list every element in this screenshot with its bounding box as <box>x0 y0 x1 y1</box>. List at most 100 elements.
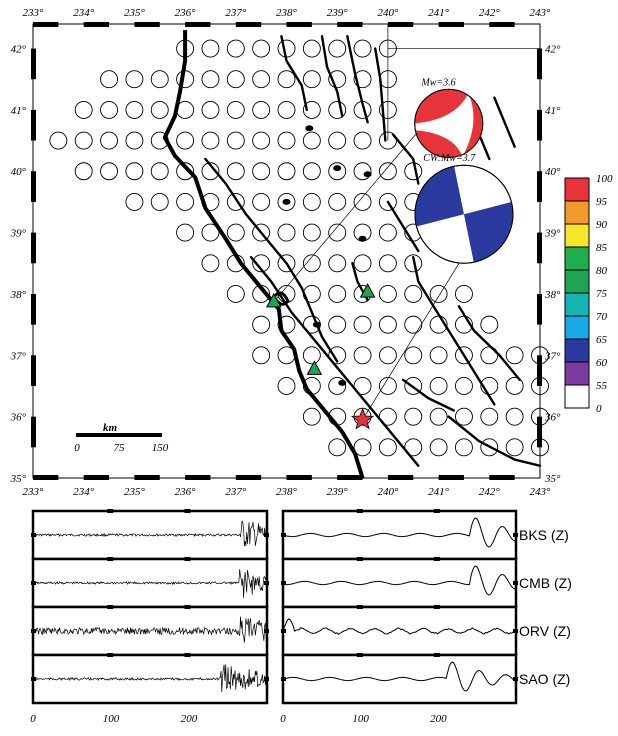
grid-point[interactable] <box>252 284 271 303</box>
grid-point[interactable] <box>150 100 169 119</box>
grid-point[interactable] <box>302 315 321 334</box>
grid-point[interactable] <box>74 100 93 119</box>
grid-point[interactable] <box>353 39 372 58</box>
grid-point[interactable] <box>302 407 321 426</box>
grid-point[interactable] <box>302 131 321 150</box>
grid-point[interactable] <box>226 100 245 119</box>
grid-point[interactable] <box>226 254 245 273</box>
grid-point[interactable] <box>328 407 347 426</box>
grid-point[interactable] <box>252 131 271 150</box>
grid-point[interactable] <box>455 407 473 426</box>
grid-point[interactable] <box>302 223 321 242</box>
grid-point[interactable] <box>49 131 68 150</box>
grid-point[interactable] <box>480 438 499 457</box>
grid-point[interactable] <box>353 70 372 89</box>
grid-point[interactable] <box>328 315 347 334</box>
grid-point[interactable] <box>378 438 397 457</box>
grid-point[interactable] <box>429 346 448 365</box>
grid-point[interactable] <box>150 162 169 181</box>
grid-point[interactable] <box>353 162 372 181</box>
grid-point[interactable] <box>328 438 347 457</box>
grid-point[interactable] <box>277 162 296 181</box>
grid-point[interactable] <box>328 192 347 211</box>
grid-point[interactable] <box>353 100 372 119</box>
grid-point[interactable] <box>480 407 499 426</box>
grid-point[interactable] <box>252 346 271 365</box>
grid-point[interactable] <box>125 192 144 211</box>
grid-point[interactable] <box>125 70 144 89</box>
grid-point[interactable] <box>328 284 347 303</box>
grid-point[interactable] <box>378 315 397 334</box>
grid-point[interactable] <box>226 39 245 58</box>
grid-point[interactable] <box>404 438 423 457</box>
grid-point[interactable] <box>201 70 220 89</box>
grid-point[interactable] <box>150 70 169 89</box>
grid-point[interactable] <box>176 100 195 119</box>
station-sao[interactable] <box>306 360 323 375</box>
focal-mechanism-2[interactable]: CW:Mw=3.7 <box>414 153 514 264</box>
grid-point[interactable] <box>455 438 473 457</box>
grid-point[interactable] <box>328 70 347 89</box>
grid-point[interactable] <box>455 377 473 395</box>
grid-point[interactable] <box>378 254 397 273</box>
grid-point[interactable] <box>74 162 93 181</box>
grid-point[interactable] <box>302 100 321 119</box>
grid-point[interactable] <box>328 100 347 119</box>
grid-point[interactable] <box>277 39 296 58</box>
grid-point[interactable] <box>505 438 524 457</box>
grid-point[interactable] <box>404 284 423 303</box>
grid-point[interactable] <box>277 315 296 334</box>
grid-point[interactable] <box>201 39 220 58</box>
grid-point[interactable] <box>176 192 195 211</box>
grid-point[interactable] <box>277 192 296 211</box>
grid-point[interactable] <box>252 39 271 58</box>
grid-point[interactable] <box>353 223 372 242</box>
grid-point[interactable] <box>505 407 524 426</box>
grid-point[interactable] <box>404 162 423 181</box>
grid-point[interactable] <box>100 131 119 150</box>
grid-point[interactable] <box>226 284 245 303</box>
grid-point[interactable] <box>429 315 448 334</box>
grid-point[interactable] <box>328 346 347 365</box>
map-panel[interactable]: 233° 234° 235° 236° 237° 238° 239° 240° 241° 242°… <box>10 7 561 498</box>
grid-point[interactable] <box>328 131 347 150</box>
grid-point[interactable] <box>353 131 372 150</box>
grid-point[interactable] <box>404 254 423 273</box>
grid-point[interactable] <box>404 315 423 334</box>
grid-point[interactable] <box>302 346 321 365</box>
grid-point[interactable] <box>328 223 347 242</box>
grid-point[interactable] <box>100 100 119 119</box>
grid-point[interactable] <box>252 315 271 334</box>
grid-point[interactable] <box>176 131 195 150</box>
grid-point[interactable] <box>252 70 271 89</box>
grid-point[interactable] <box>302 70 321 89</box>
grid-point[interactable] <box>277 377 296 395</box>
grid-point[interactable] <box>429 438 448 457</box>
grid-point[interactable] <box>176 70 195 89</box>
grid-point[interactable] <box>353 192 372 211</box>
grid-point[interactable] <box>353 254 372 273</box>
grid-point[interactable] <box>201 131 220 150</box>
grid-point[interactable] <box>429 284 448 303</box>
grid-point[interactable] <box>353 315 372 334</box>
grid-point[interactable] <box>353 377 372 395</box>
grid-point[interactable] <box>455 284 473 303</box>
grid-point[interactable] <box>328 162 347 181</box>
grid-point[interactable] <box>277 346 296 365</box>
grid-point[interactable] <box>302 284 321 303</box>
grid-point[interactable] <box>125 162 144 181</box>
grid-point[interactable] <box>531 407 549 426</box>
grid-point[interactable] <box>328 377 347 395</box>
grid-point[interactable] <box>201 100 220 119</box>
grid-point[interactable] <box>378 223 397 242</box>
grid-point[interactable] <box>176 162 195 181</box>
grid-point[interactable] <box>531 346 549 365</box>
grid-point[interactable] <box>277 254 296 273</box>
grid-point[interactable] <box>277 100 296 119</box>
grid-point[interactable] <box>201 223 220 242</box>
grid-point[interactable] <box>277 131 296 150</box>
grid-point[interactable] <box>302 192 321 211</box>
grid-point[interactable] <box>226 162 245 181</box>
grid-point[interactable] <box>201 254 220 273</box>
grid-point[interactable] <box>74 131 93 150</box>
